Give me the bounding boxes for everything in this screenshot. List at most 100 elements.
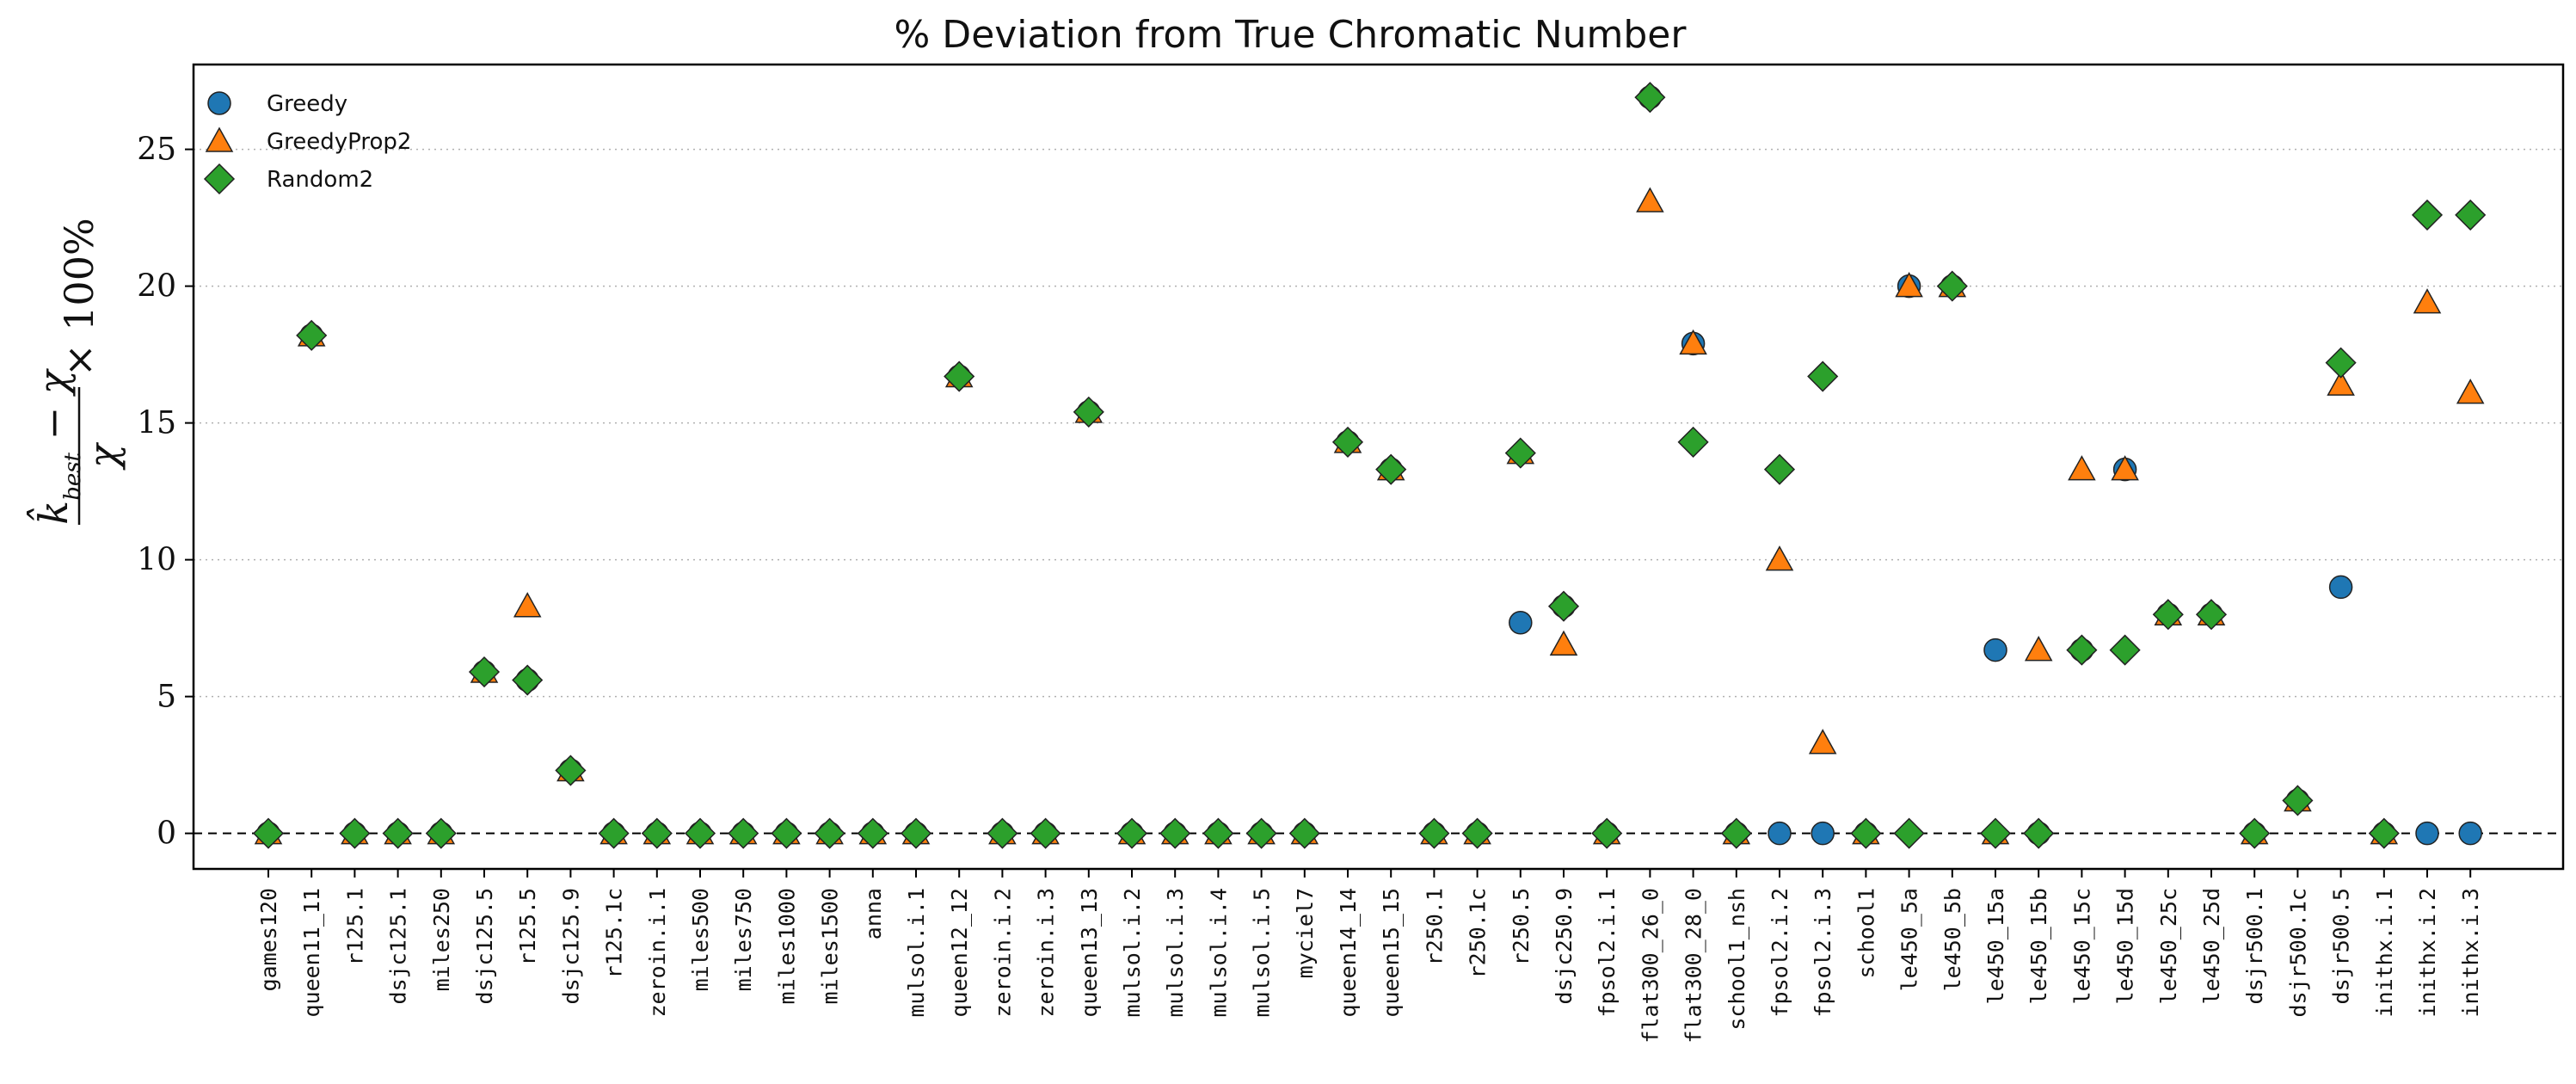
diamond-marker [252, 817, 285, 849]
x-tick-label: fpsol2.i.3 [1811, 888, 1835, 1018]
x-tick-label: miles1500 [818, 888, 843, 1004]
x-tick-label: le450_15c [2069, 888, 2094, 1004]
diamond-marker [2411, 199, 2444, 231]
diamond-marker [1850, 817, 1882, 849]
legend-triangle-icon [205, 126, 234, 152]
diamond-marker [814, 817, 845, 849]
circle-marker [2328, 575, 2353, 600]
diamond-marker [900, 817, 932, 849]
diamond-marker [468, 656, 501, 688]
x-tick-label: le450_5a [1897, 888, 1922, 991]
y-tick-label: 20 [137, 269, 176, 305]
x-tick-label: r125.5 [515, 888, 540, 965]
x-tick-label: le450_15d [2113, 888, 2138, 1004]
triangle-marker [1549, 630, 1578, 656]
diamond-marker [1807, 360, 1839, 392]
diamond-marker [2325, 347, 2357, 379]
y-tick-label: 15 [137, 406, 176, 441]
diamond-marker [1763, 453, 1796, 485]
diamond-marker [1504, 437, 1536, 469]
triangle-marker [2413, 288, 2442, 314]
diamond-marker [1288, 817, 1320, 849]
diamond-marker [771, 817, 802, 849]
x-tick-label: dsjr500.1c [2285, 888, 2310, 1018]
x-tick-label: mulsol.i.5 [1250, 888, 1275, 1018]
x-tick-label: flat300_28_0 [1681, 888, 1706, 1044]
diamond-marker [2239, 817, 2271, 849]
x-tick-label: r250.1c [1466, 888, 1491, 978]
x-tick-label: dsjc125.5 [472, 888, 497, 1004]
circle-marker [1509, 611, 1533, 635]
x-tick-label: r125.1c [602, 888, 627, 978]
x-tick-label: queen12_12 [947, 888, 972, 1018]
x-tick-label: mulsol.i.2 [1120, 888, 1145, 1018]
x-tick-label: fpsol2.i.2 [1768, 888, 1792, 1018]
circle-marker [1983, 637, 2007, 662]
diamond-marker [728, 817, 759, 849]
x-tick-label: le450_25d [2199, 888, 2224, 1004]
diamond-marker [1634, 82, 1666, 114]
diamond-marker [684, 817, 716, 849]
x-tick-label: myciel7 [1293, 888, 1318, 978]
x-tick-label: mulsol.i.1 [904, 888, 929, 1018]
x-tick-label: dsjr500.1 [2242, 888, 2267, 1004]
circle-marker [2458, 821, 2482, 846]
diamond-marker [2152, 599, 2184, 631]
diamond-marker [296, 319, 328, 351]
diamond-marker [857, 817, 888, 849]
diamond-marker [2023, 817, 2055, 849]
triangle-marker [2456, 379, 2485, 404]
diamond-marker [2109, 634, 2141, 666]
x-tick-label: r250.5 [1509, 888, 1534, 965]
diamond-marker [1073, 396, 1104, 428]
x-tick-label: fpsol2.i.1 [1595, 888, 1620, 1018]
diamond-marker [512, 664, 544, 696]
x-tick-label: r125.1 [342, 888, 367, 965]
x-tick-label: le450_5b [1940, 888, 1965, 991]
diamond-marker [1936, 270, 1968, 302]
diamond-marker [987, 817, 1018, 849]
triangle-marker [2111, 455, 2139, 481]
circle-marker [1811, 821, 1835, 846]
diamond-marker [1979, 817, 2012, 849]
triangle-marker [1895, 272, 1923, 298]
x-tick-label: mulsol.i.3 [1163, 888, 1188, 1018]
x-tick-label: school1 [1854, 888, 1878, 978]
legend-circle-icon [207, 91, 231, 115]
triangle-marker [2068, 455, 2096, 481]
x-tick-label: miles750 [731, 888, 756, 991]
diamond-marker [2066, 634, 2098, 666]
diamond-marker [1677, 426, 1709, 458]
diamond-marker [1116, 817, 1148, 849]
diamond-marker [2282, 785, 2314, 816]
y-tick-label: 5 [157, 680, 176, 715]
y-tick-label: 0 [157, 816, 176, 852]
triangle-marker [1679, 329, 1707, 355]
plot-frame [192, 63, 2565, 871]
x-tick-label: le450_25c [2156, 888, 2181, 1004]
diamond-marker [1331, 426, 1364, 458]
diamond-marker [1893, 817, 1925, 849]
circle-marker [2415, 821, 2439, 846]
triangle-marker [1808, 729, 1837, 754]
x-tick-label: miles250 [429, 888, 454, 991]
chart-title: % Deviation from True Chromatic Number [895, 13, 1688, 57]
y-axis-label: k̂best − χ χ × 100% [26, 218, 126, 525]
data-markers [252, 82, 2487, 849]
x-tick-label: zeroin.i.3 [1034, 888, 1059, 1018]
legend-label: Greedy [267, 91, 347, 117]
x-tick-label: dsjr500.5 [2329, 888, 2354, 1004]
x-axis-ticks: games120 queen11_11 r125.1 dsjc125.1 miles25… [256, 869, 2483, 1044]
x-tick-label: queen14_14 [1336, 888, 1361, 1018]
svg-text:k̂best − χ: k̂best − χ [26, 367, 86, 525]
diamond-marker [425, 817, 457, 849]
legend-item-random2: Random2 [203, 163, 373, 195]
legend-diamond-icon [203, 163, 236, 195]
x-tick-label: flat300_26_0 [1638, 888, 1663, 1044]
x-tick-label: queen15_15 [1379, 888, 1404, 1018]
x-tick-label: queen13_13 [1077, 888, 1102, 1018]
x-tick-label: le450_15b [2026, 888, 2051, 1004]
triangle-marker [2024, 636, 2053, 662]
legend-label: GreedyProp2 [267, 129, 411, 155]
